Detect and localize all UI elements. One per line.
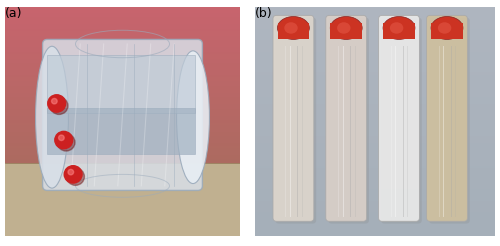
Circle shape	[48, 95, 66, 112]
Circle shape	[64, 166, 82, 183]
Circle shape	[52, 98, 57, 104]
Circle shape	[58, 135, 64, 140]
FancyBboxPatch shape	[429, 18, 470, 224]
Ellipse shape	[337, 22, 350, 34]
FancyBboxPatch shape	[426, 15, 468, 221]
Bar	[278, 23, 309, 39]
FancyBboxPatch shape	[276, 18, 316, 224]
Bar	[330, 23, 362, 39]
FancyBboxPatch shape	[273, 15, 314, 221]
Circle shape	[57, 134, 75, 151]
Bar	[383, 23, 415, 39]
FancyBboxPatch shape	[328, 18, 369, 224]
Circle shape	[66, 168, 84, 185]
Text: (a): (a)	[5, 7, 22, 20]
Ellipse shape	[176, 51, 210, 184]
Bar	[48, 55, 196, 113]
Bar	[431, 23, 463, 39]
Ellipse shape	[330, 16, 362, 39]
Bar	[5, 163, 240, 236]
Circle shape	[50, 97, 68, 114]
Ellipse shape	[383, 16, 415, 39]
Ellipse shape	[431, 16, 463, 39]
Bar	[48, 108, 196, 154]
FancyBboxPatch shape	[42, 39, 202, 190]
Ellipse shape	[438, 22, 452, 34]
FancyBboxPatch shape	[326, 15, 366, 221]
Ellipse shape	[278, 16, 310, 39]
Circle shape	[68, 169, 73, 175]
Ellipse shape	[390, 22, 404, 34]
Text: (b): (b)	[255, 7, 272, 20]
FancyBboxPatch shape	[381, 18, 422, 224]
Circle shape	[55, 131, 72, 149]
Ellipse shape	[284, 22, 298, 34]
Ellipse shape	[36, 46, 68, 188]
FancyBboxPatch shape	[378, 15, 420, 221]
